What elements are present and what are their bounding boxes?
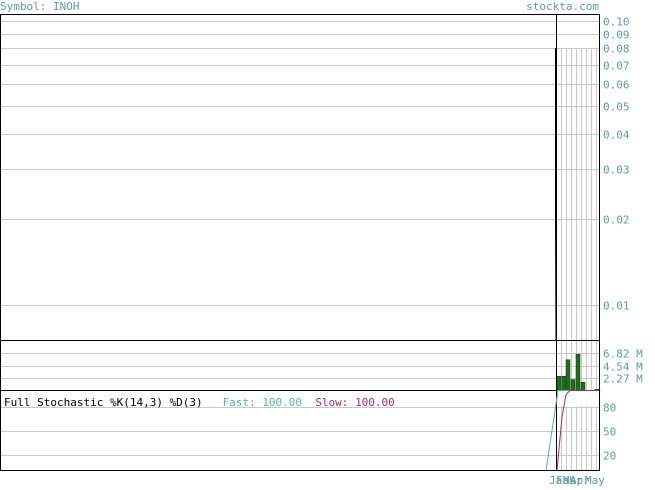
chart-frame (0, 14, 600, 471)
price-tick-label: 0.04 (603, 129, 630, 142)
slow-label: Slow: (315, 396, 349, 409)
slow-value: 100.00 (355, 396, 395, 409)
x-tick-label: Apr (570, 474, 590, 486)
symbol-label: Symbol: INOH (0, 0, 80, 13)
price-tick-label: 0.05 (603, 101, 630, 114)
x-tick-label: Feb (556, 474, 576, 486)
volume-bar (575, 353, 581, 391)
volume-bar (565, 359, 571, 391)
stochastic-title: Full Stochastic %K(14,3) %D(3) (4, 396, 203, 409)
volume-bar (570, 379, 576, 391)
price-tick-label: 0.02 (603, 214, 630, 227)
stochastic-tick-label: 80 (603, 402, 616, 415)
price-tick-label: 0.07 (603, 60, 630, 73)
price-tick-label: 0.06 (603, 79, 630, 92)
slow-series-line (556, 390, 599, 471)
x-tick-label: May (585, 474, 605, 486)
fast-value: 100.00 (262, 396, 303, 409)
volume-tick-label: 2.27 M (603, 373, 643, 386)
stochastic-tick-label: 50 (603, 426, 616, 439)
price-series-line (555, 48, 586, 341)
volume-bar (561, 375, 567, 391)
price-tick-label: 0.08 (603, 43, 630, 56)
x-tick-label: Jan (549, 474, 569, 486)
fast-label: Fast: (222, 396, 256, 409)
stochastic-tick-label: 20 (603, 450, 616, 463)
volume-bar (580, 382, 586, 391)
price-tick-label: 0.03 (603, 164, 630, 177)
price-tick-label: 0.09 (603, 29, 630, 42)
price-tick-label: 0.10 (603, 16, 630, 29)
volume-tick-label: 6.82 M (603, 348, 643, 361)
x-tick-label: Mar (563, 474, 583, 486)
site-label: stockta.com (526, 0, 599, 13)
volume-tick-label: 4.54 M (603, 361, 643, 374)
volume-bar (556, 375, 562, 391)
price-tick-label: 0.01 (603, 300, 630, 313)
stochastic-legend: Full Stochastic %K(14,3) %D(3) Fast: 100… (4, 396, 395, 410)
